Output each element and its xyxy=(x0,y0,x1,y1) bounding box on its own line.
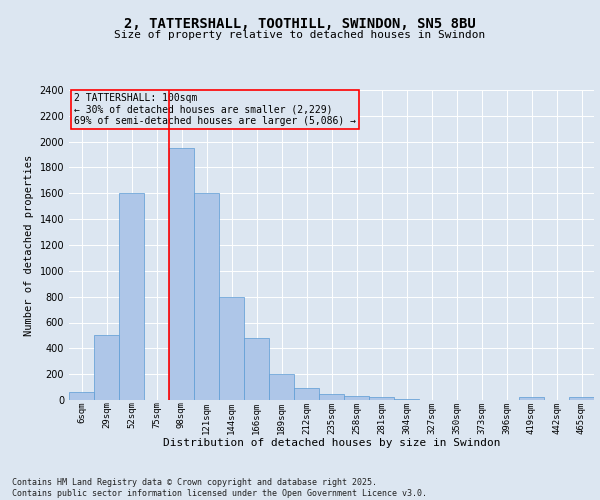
Y-axis label: Number of detached properties: Number of detached properties xyxy=(24,154,34,336)
Bar xyxy=(194,194,219,400)
Bar xyxy=(169,148,194,400)
Bar xyxy=(269,374,294,400)
X-axis label: Distribution of detached houses by size in Swindon: Distribution of detached houses by size … xyxy=(163,438,500,448)
Bar xyxy=(319,394,344,400)
Bar xyxy=(569,397,594,400)
Bar xyxy=(344,396,369,400)
Bar xyxy=(244,338,269,400)
Bar xyxy=(94,336,119,400)
Bar xyxy=(519,398,544,400)
Text: 2 TATTERSHALL: 100sqm
← 30% of detached houses are smaller (2,229)
69% of semi-d: 2 TATTERSHALL: 100sqm ← 30% of detached … xyxy=(74,93,356,126)
Text: 2, TATTERSHALL, TOOTHILL, SWINDON, SN5 8BU: 2, TATTERSHALL, TOOTHILL, SWINDON, SN5 8… xyxy=(124,18,476,32)
Bar xyxy=(69,392,94,400)
Text: Contains HM Land Registry data © Crown copyright and database right 2025.
Contai: Contains HM Land Registry data © Crown c… xyxy=(12,478,427,498)
Bar xyxy=(294,388,319,400)
Bar xyxy=(119,194,144,400)
Bar xyxy=(394,398,419,400)
Bar xyxy=(219,296,244,400)
Text: Size of property relative to detached houses in Swindon: Size of property relative to detached ho… xyxy=(115,30,485,40)
Bar xyxy=(369,398,394,400)
